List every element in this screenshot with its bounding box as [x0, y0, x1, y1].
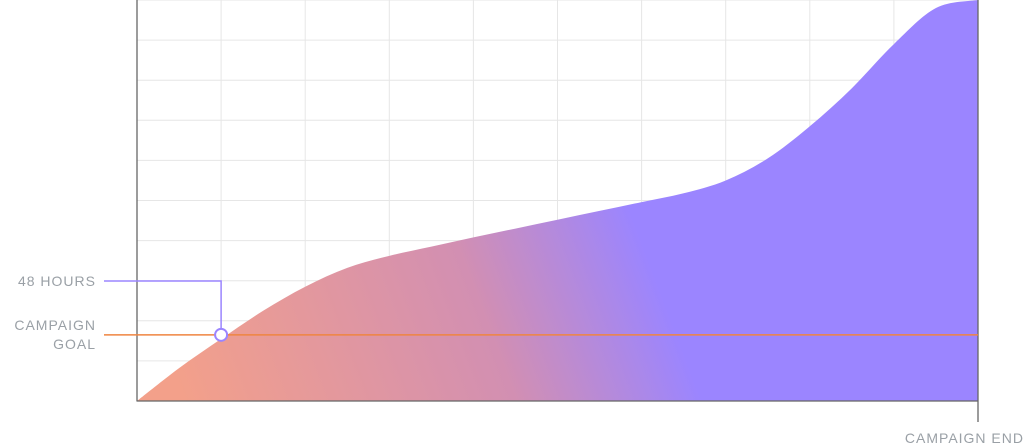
goal-label-line-2: GOAL: [53, 336, 96, 352]
x-end-label: CAMPAIGN END: [905, 430, 1024, 444]
marker-point: [214, 327, 229, 342]
goal-label-line-1: CAMPAIGN: [14, 317, 96, 333]
labels: 48 HOURS CAMPAIGN GOAL CAMPAIGN END: [14, 273, 1024, 444]
marker-annotation: [104, 280, 229, 342]
series-area: [137, 0, 978, 401]
marker-leader-line: [104, 280, 222, 329]
marker-label: 48 HOURS: [18, 273, 96, 289]
